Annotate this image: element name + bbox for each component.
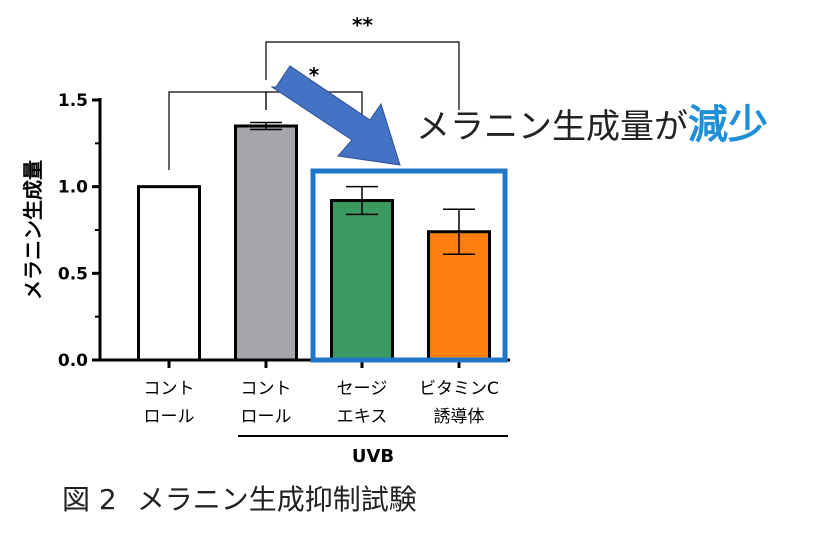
significance-label: ** [352, 13, 373, 37]
x-tick-label: セージ [337, 379, 388, 399]
x-tick-label: コント [241, 379, 292, 399]
chart-annotations: UVB*** [168, 13, 508, 467]
significance-bracket [168, 91, 267, 170]
figure-title: メラニン生成抑制試験 [136, 483, 417, 516]
chart-bars [137, 121, 491, 362]
bar [330, 199, 394, 362]
callout-emphasis: 減少 [688, 102, 768, 148]
x-tick-label: コント [144, 379, 195, 399]
callout-arrow [270, 65, 401, 166]
highlight-box [310, 168, 508, 363]
x-tick-label: ビタミンC [419, 379, 499, 399]
figure-caption: 図 2 メラニン生成抑制試験 [62, 478, 417, 518]
x-tick-label: エキス [337, 407, 388, 427]
x-tick-label: 誘導体 [434, 407, 485, 427]
significance-bracket [265, 41, 460, 110]
result-callout: メラニン生成量が減少 [416, 92, 768, 150]
bar [234, 124, 298, 362]
x-tick-label: ロール [144, 407, 195, 427]
y-tick-label: 0.5 [58, 264, 88, 284]
y-axis-label: メラニン生成量 [21, 160, 45, 300]
significance-label: * [309, 63, 320, 87]
y-tick-label: 1.0 [58, 178, 88, 198]
x-tick-label: ロール [241, 407, 292, 427]
y-tick-label: 0.0 [58, 351, 88, 371]
group-label: UVB [352, 446, 394, 467]
bar [137, 185, 201, 362]
callout-text: メラニン生成量が [416, 107, 688, 147]
y-tick-label: 1.5 [58, 91, 88, 111]
figure-number: 図 2 [62, 483, 117, 516]
